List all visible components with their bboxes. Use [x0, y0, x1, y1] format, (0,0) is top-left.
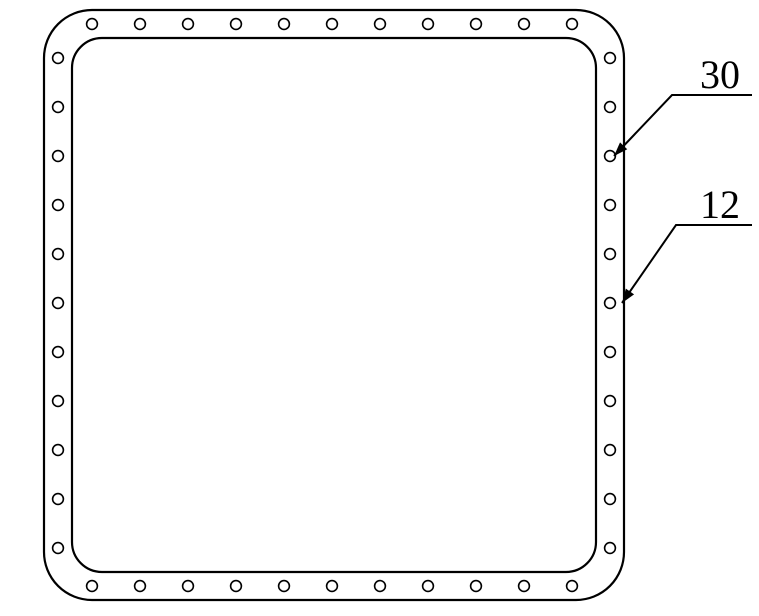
- bolt-hole: [605, 102, 616, 113]
- bolt-hole: [605, 543, 616, 554]
- bolt-hole: [53, 396, 64, 407]
- bolt-hole: [53, 249, 64, 260]
- bolt-hole: [605, 298, 616, 309]
- bolt-hole: [183, 581, 194, 592]
- flange-outer-outline: [44, 10, 624, 600]
- label-12: 12: [700, 182, 740, 227]
- bolt-hole: [605, 445, 616, 456]
- bolt-hole: [183, 19, 194, 30]
- bolt-hole: [327, 581, 338, 592]
- bolt-hole: [53, 494, 64, 505]
- bolt-hole: [605, 347, 616, 358]
- bolt-hole: [423, 19, 434, 30]
- bolt-hole: [567, 581, 578, 592]
- flange-inner-outline: [72, 38, 596, 572]
- bolt-hole: [375, 19, 386, 30]
- bolt-hole: [135, 19, 146, 30]
- leader-12: [622, 225, 752, 303]
- bolt-hole: [471, 19, 482, 30]
- bolt-hole: [519, 581, 530, 592]
- bolt-hole: [53, 543, 64, 554]
- bolt-hole: [471, 581, 482, 592]
- bolt-hole: [279, 19, 290, 30]
- bolt-holes: [53, 19, 616, 592]
- bolt-hole: [605, 249, 616, 260]
- bolt-hole: [605, 200, 616, 211]
- bolt-hole: [279, 581, 290, 592]
- bolt-hole: [87, 19, 98, 30]
- label-30: 30: [700, 52, 740, 97]
- bolt-hole: [605, 396, 616, 407]
- bolt-hole: [605, 151, 616, 162]
- bolt-hole: [53, 151, 64, 162]
- bolt-hole: [231, 19, 242, 30]
- bolt-hole: [135, 581, 146, 592]
- bolt-hole: [567, 19, 578, 30]
- bolt-hole: [231, 581, 242, 592]
- bolt-hole: [519, 19, 530, 30]
- bolt-hole: [87, 581, 98, 592]
- bolt-hole: [53, 53, 64, 64]
- bolt-hole: [53, 200, 64, 211]
- bolt-hole: [423, 581, 434, 592]
- bolt-hole: [605, 53, 616, 64]
- bolt-hole: [375, 581, 386, 592]
- leader-30: [614, 95, 752, 156]
- bolt-hole: [327, 19, 338, 30]
- bolt-hole: [53, 298, 64, 309]
- bolt-hole: [53, 102, 64, 113]
- bolt-hole: [53, 445, 64, 456]
- bolt-hole: [53, 347, 64, 358]
- bolt-hole: [605, 494, 616, 505]
